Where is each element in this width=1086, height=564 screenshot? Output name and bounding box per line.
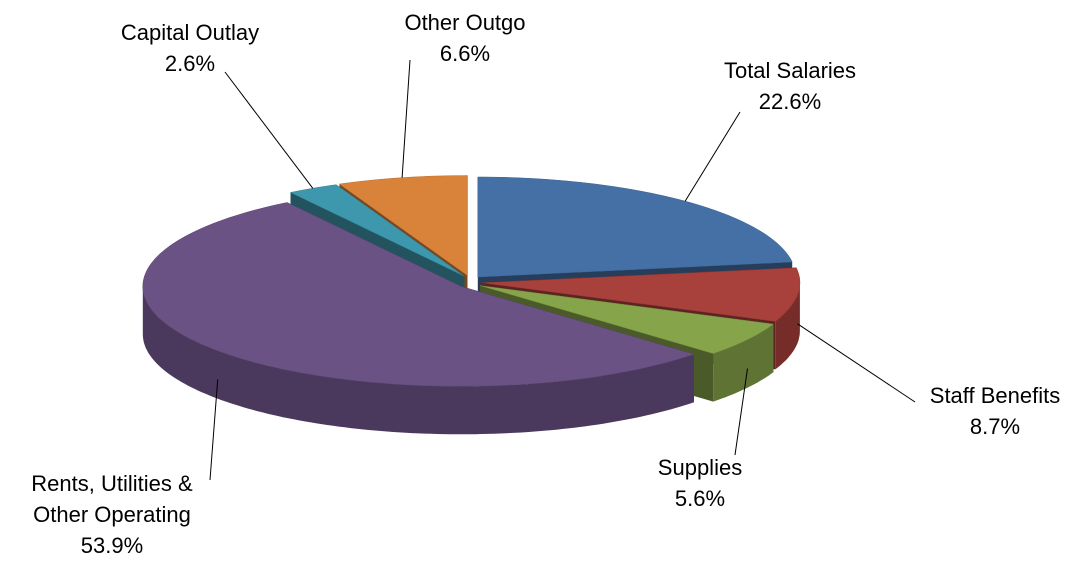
slice	[338, 175, 468, 276]
slice-label: Staff Benefits 8.7%	[888, 380, 1086, 442]
leader-line	[797, 323, 916, 403]
slice-label: Total Salaries 22.6%	[683, 55, 898, 117]
slice-label: Other Outgo 6.6%	[358, 7, 573, 69]
slice	[142, 202, 695, 387]
leader-line	[209, 379, 219, 481]
slice-label: Supplies 5.6%	[593, 452, 808, 514]
value-label: 5.6%	[674, 486, 726, 511]
category: Capital Outlay	[120, 20, 260, 45]
slice	[481, 267, 801, 322]
category: Supplies	[657, 455, 743, 480]
slice-side	[775, 282, 800, 370]
slice-label: Rents, Utilities & Other Operating 53.9%	[5, 468, 220, 561]
category: Staff Benefits	[929, 383, 1061, 408]
category: Other Outgo	[404, 10, 526, 35]
slice-side	[142, 286, 695, 435]
category: Rents, Utilities & Other Operating	[31, 471, 193, 527]
value-label: 22.6%	[758, 89, 822, 114]
value-label: 2.6%	[164, 51, 216, 76]
category: Total Salaries	[723, 58, 857, 83]
slice-label: Capital Outlay 2.6%	[83, 17, 298, 79]
value-label: 8.7%	[969, 414, 1021, 439]
leader-line	[401, 59, 411, 178]
leader-line	[734, 368, 748, 456]
leader-line	[224, 71, 314, 189]
leader-line	[684, 111, 741, 202]
slice	[477, 176, 793, 278]
slice	[480, 285, 775, 354]
value-label: 53.9%	[80, 533, 144, 558]
slice-side	[713, 324, 774, 402]
value-label: 6.6%	[439, 41, 491, 66]
